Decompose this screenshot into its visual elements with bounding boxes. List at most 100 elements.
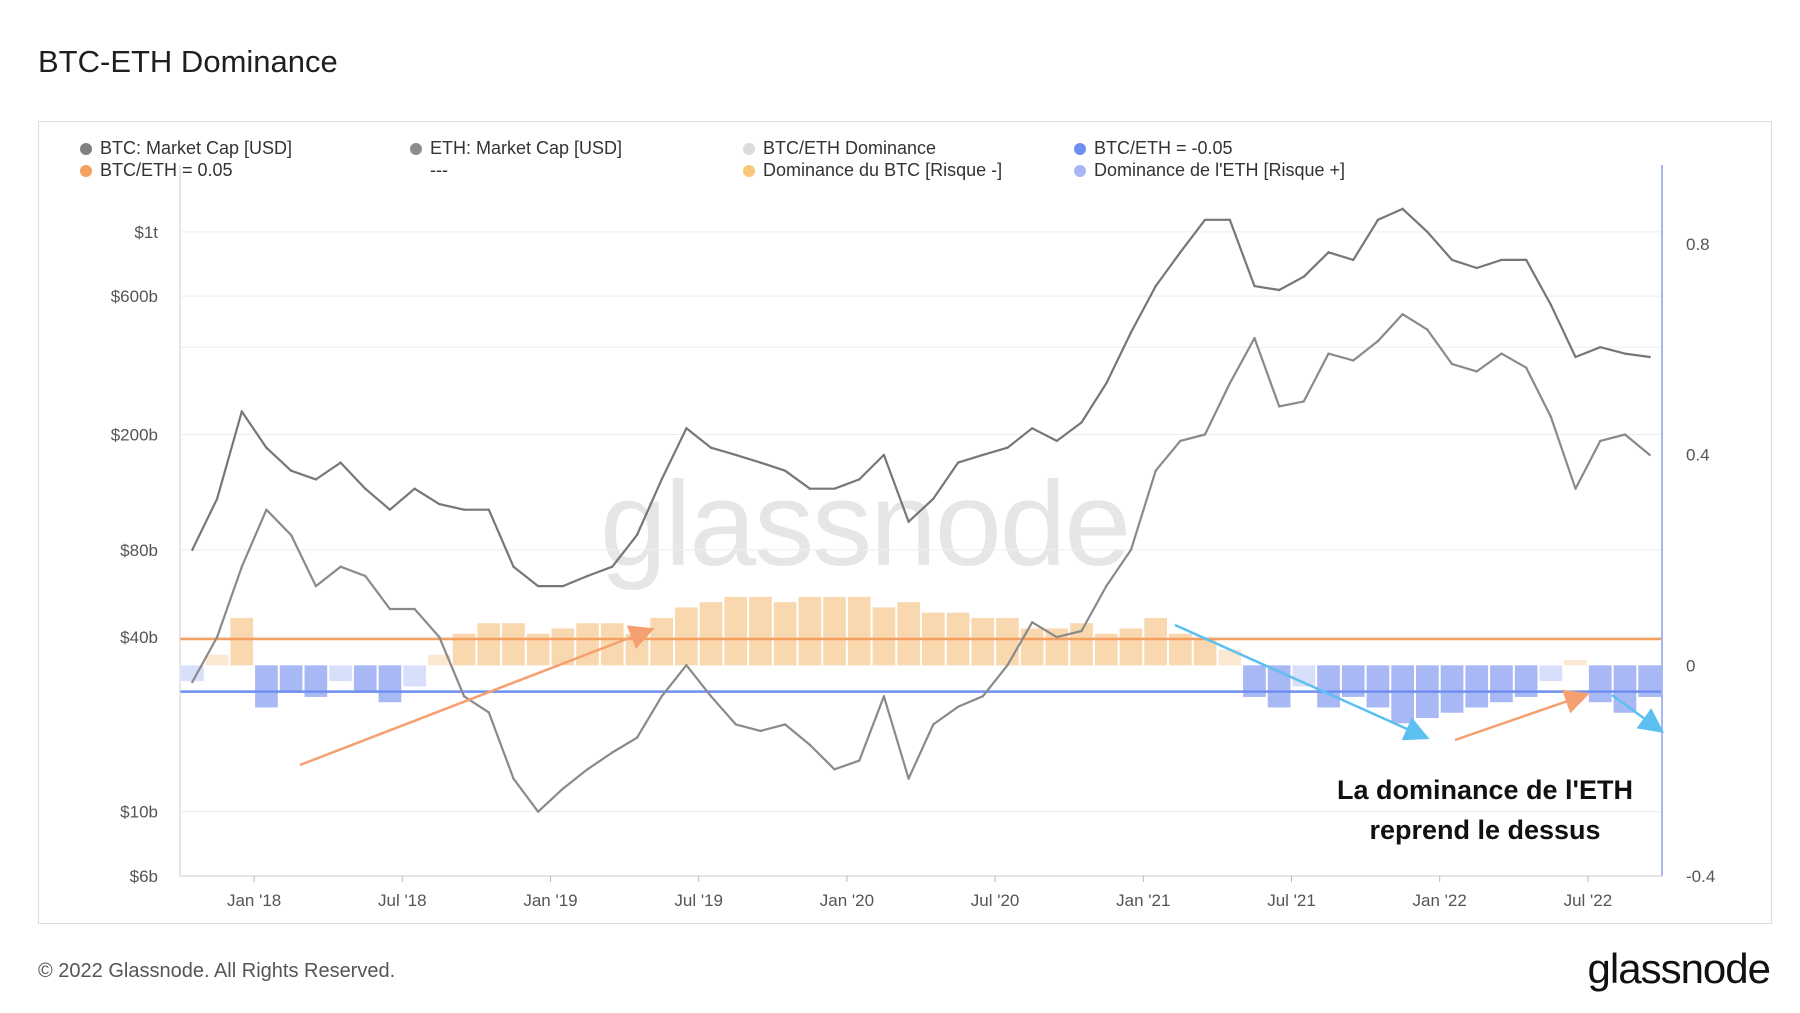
data-point — [364, 487, 367, 490]
data-point — [561, 584, 565, 588]
dominance-bar — [477, 623, 501, 666]
x-tick-label: Jan '18 — [227, 891, 281, 910]
data-point — [265, 508, 268, 511]
data-point — [586, 574, 589, 578]
data-point — [265, 446, 268, 449]
legend-item-btc-dominance[interactable]: Dominance du BTC [Risque -] — [743, 160, 1002, 181]
y-tick-label-left: $10b — [120, 803, 158, 822]
data-point — [1574, 487, 1577, 490]
legend-label: BTC/ETH = 0.05 — [100, 160, 233, 180]
page-title: BTC-ETH Dominance — [38, 44, 338, 79]
legend-label: BTC/ETH Dominance — [763, 138, 937, 158]
dominance-bar — [1465, 665, 1489, 708]
data-point — [1129, 331, 1133, 334]
x-tick-label: Jan '21 — [1116, 891, 1170, 910]
dominance-bar — [1391, 665, 1414, 724]
y-tick-label-left: $600b — [111, 287, 158, 306]
data-point — [388, 508, 392, 511]
data-point — [191, 548, 194, 552]
data-point — [487, 508, 490, 511]
data-point — [314, 584, 318, 588]
data-point — [388, 607, 392, 611]
data-point — [1179, 439, 1182, 443]
data-point — [1450, 258, 1454, 262]
data-point — [1302, 275, 1306, 278]
data-point — [1599, 345, 1602, 349]
data-point — [1623, 352, 1627, 355]
data-point — [586, 768, 589, 771]
data-point — [339, 461, 342, 464]
data-point — [289, 469, 293, 472]
data-point — [1253, 336, 1256, 340]
dominance-bar — [971, 617, 995, 666]
arrow-blue-down — [1611, 693, 1665, 733]
data-point — [932, 497, 935, 500]
y-tick-label-left: $200b — [111, 425, 158, 444]
legend-dot-icon — [1074, 142, 1086, 155]
dominance-bar — [181, 665, 204, 682]
dominance-bar — [1539, 665, 1563, 682]
x-tick-label: Jul '21 — [1267, 891, 1316, 910]
x-tick-label: Jan '22 — [1413, 891, 1467, 910]
legend-item-threshold-pos[interactable]: BTC/ETH = 0.05 — [80, 160, 233, 181]
arrow-blue-down — [1174, 623, 1430, 741]
data-point — [1426, 230, 1429, 234]
dominance-bar — [255, 665, 278, 708]
legend-item-eth-market-cap[interactable]: ETH: Market Cap [USD] — [410, 138, 622, 159]
legend-dot-icon — [80, 142, 92, 155]
legend-label: Dominance de l'ETH [Risque +] — [1094, 160, 1346, 180]
dominance-bar — [230, 617, 254, 666]
data-point — [240, 565, 243, 568]
legend-label: Dominance du BTC [Risque -] — [763, 160, 1003, 180]
data-point — [660, 478, 663, 481]
data-point — [1401, 207, 1404, 211]
data-point — [1376, 339, 1380, 343]
dominance-bar — [1267, 665, 1291, 708]
data-point — [314, 478, 318, 481]
data-point — [512, 777, 515, 780]
data-point — [1376, 218, 1380, 222]
legend-item-eth-dominance[interactable]: Dominance de l'ETH [Risque +] — [1074, 160, 1345, 181]
dominance-bar — [872, 607, 896, 666]
data-point — [1080, 421, 1083, 424]
dominance-bar — [551, 628, 575, 666]
legend-item-threshold-neg[interactable]: BTC/ETH = -0.05 — [1074, 138, 1233, 159]
dominance-bar — [1119, 628, 1143, 666]
dominance-bar — [1588, 665, 1612, 703]
dominance-bar — [650, 617, 673, 666]
x-tick-label: Jan '20 — [820, 891, 874, 910]
data-point — [1475, 266, 1478, 270]
data-point — [438, 635, 441, 639]
dominance-bar — [428, 654, 451, 666]
data-point — [858, 759, 861, 762]
series-lines — [191, 207, 1651, 813]
dominance-bar — [724, 596, 748, 666]
data-point — [808, 743, 812, 747]
legend-item-dominance[interactable]: BTC/ETH Dominance — [743, 138, 936, 159]
legend-dot-icon — [1074, 164, 1086, 177]
dominance-bar — [576, 623, 599, 666]
legend-dot-icon — [410, 142, 422, 155]
dominance-bar — [353, 665, 377, 692]
legend-item-btc-market-cap[interactable]: BTC: Market Cap [USD] — [80, 138, 292, 159]
data-point — [932, 723, 935, 726]
data-point — [289, 533, 293, 537]
data-point — [191, 680, 194, 684]
legend-label: BTC/ETH = -0.05 — [1094, 138, 1233, 158]
data-point — [833, 768, 836, 771]
data-point — [1574, 355, 1577, 359]
y-tick-label-right: -0.4 — [1686, 867, 1715, 886]
data-point — [438, 502, 441, 506]
dominance-bar — [897, 602, 920, 666]
data-point — [1623, 433, 1627, 436]
dominance-bar — [378, 665, 402, 703]
data-point — [512, 565, 515, 568]
legend-item-placeholder[interactable]: --- — [430, 160, 448, 181]
dominance-bar — [1070, 623, 1093, 666]
y-tick-label-left: $80b — [120, 541, 158, 560]
dominance-bar — [452, 633, 476, 666]
y-tick-label-right: 0 — [1686, 656, 1695, 675]
dominance-bar — [1169, 633, 1192, 666]
dominance-bar — [1243, 665, 1266, 697]
data-point — [1179, 251, 1182, 254]
